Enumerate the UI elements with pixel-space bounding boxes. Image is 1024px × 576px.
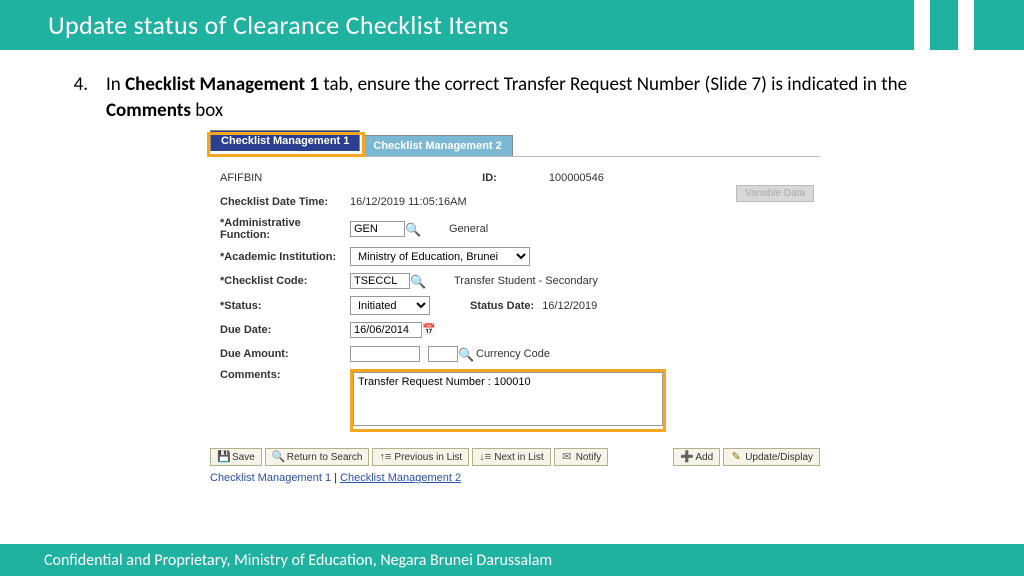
person-id-row: AFIFBIN ID: 100000546 (220, 169, 816, 187)
tab-checklist-mgmt-2[interactable]: Checklist Management 2 (362, 135, 512, 156)
add-button[interactable]: ➕Add (673, 448, 720, 466)
save-button[interactable]: 💾Save (210, 448, 262, 466)
footer-text: Confidential and Proprietary, Ministry o… (44, 551, 552, 570)
row-status: *Status: Initiated Status Date: 16/12/20… (220, 296, 816, 315)
link-checklist-mgmt-1[interactable]: Checklist Management 1 (210, 472, 331, 484)
id-value: 100000546 (549, 172, 604, 184)
checklist-code-desc: Transfer Student - Secondary (454, 275, 598, 287)
slide-title: Update status of Clearance Checklist Ite… (0, 9, 509, 41)
checklist-code-input[interactable] (350, 273, 410, 289)
notify-button[interactable]: ✉Notify (554, 448, 609, 466)
lookup-icon[interactable]: 🔍 (458, 347, 472, 361)
status-date-value: 16/12/2019 (542, 300, 597, 312)
admin-func-input[interactable] (350, 221, 405, 237)
status-date-label: Status Date: (470, 300, 534, 312)
status-select[interactable]: Initiated (350, 296, 430, 315)
form-screenshot: Checklist Management 1 Checklist Managem… (210, 135, 820, 484)
calendar-icon[interactable]: 📅 (422, 323, 436, 337)
step-number: 4. (60, 72, 106, 123)
bottom-tab-links: Checklist Management 1 | Checklist Manag… (210, 472, 820, 484)
slide-header: Update status of Clearance Checklist Ite… (0, 0, 1024, 50)
variable-data-button[interactable]: Variable Data (736, 185, 814, 202)
previous-in-list-button[interactable]: ↑≡Previous in List (372, 448, 469, 466)
currency-label: Currency Code (476, 348, 550, 360)
header-decor (914, 0, 1024, 50)
slide-footer: Confidential and Proprietary, Ministry o… (0, 544, 1024, 576)
lookup-icon[interactable]: 🔍 (410, 274, 424, 288)
institution-select[interactable]: Ministry of Education, Brunei (350, 247, 530, 266)
highlight-box-comments: Transfer Request Number : 100010 (350, 369, 666, 432)
tab-strip: Checklist Management 1 Checklist Managem… (210, 135, 820, 157)
due-amount-input[interactable] (350, 346, 420, 362)
due-date-input[interactable] (350, 322, 422, 338)
row-comments: Comments: Transfer Request Number : 1000… (220, 369, 816, 432)
button-bar: 💾Save 🔍Return to Search ↑≡Previous in Li… (210, 448, 820, 466)
row-checklist-code: *Checklist Code: 🔍 Transfer Student - Se… (220, 272, 816, 290)
id-label: ID: (482, 172, 497, 184)
slide-content: 4. In Checklist Management 1 tab, ensure… (0, 50, 1024, 484)
form-body: Variable Data AFIFBIN ID: 100000546 Chec… (210, 157, 820, 432)
row-due-amount: Due Amount: 🔍 Currency Code (220, 345, 816, 363)
step-text: In Checklist Management 1 tab, ensure th… (106, 72, 964, 123)
return-to-search-button[interactable]: 🔍Return to Search (265, 448, 370, 466)
comments-textarea[interactable]: Transfer Request Number : 100010 (353, 372, 663, 426)
lookup-icon[interactable]: 🔍 (405, 222, 419, 236)
person-name: AFIFBIN (220, 172, 262, 184)
row-institution: *Academic Institution: Ministry of Educa… (220, 247, 816, 266)
next-in-list-button[interactable]: ↓≡Next in List (472, 448, 550, 466)
instruction-step: 4. In Checklist Management 1 tab, ensure… (60, 72, 964, 123)
update-display-button[interactable]: ✎Update/Display (723, 448, 820, 466)
row-admin-func: *Administrative Function: 🔍 General (220, 217, 816, 241)
row-due-date: Due Date: 📅 (220, 321, 816, 339)
admin-func-desc: General (449, 223, 488, 235)
currency-code-input[interactable] (428, 346, 458, 362)
highlight-box-tab (207, 132, 365, 157)
link-checklist-mgmt-2[interactable]: Checklist Management 2 (340, 472, 461, 484)
row-datetime: Checklist Date Time: 16/12/2019 11:05:16… (220, 193, 816, 211)
